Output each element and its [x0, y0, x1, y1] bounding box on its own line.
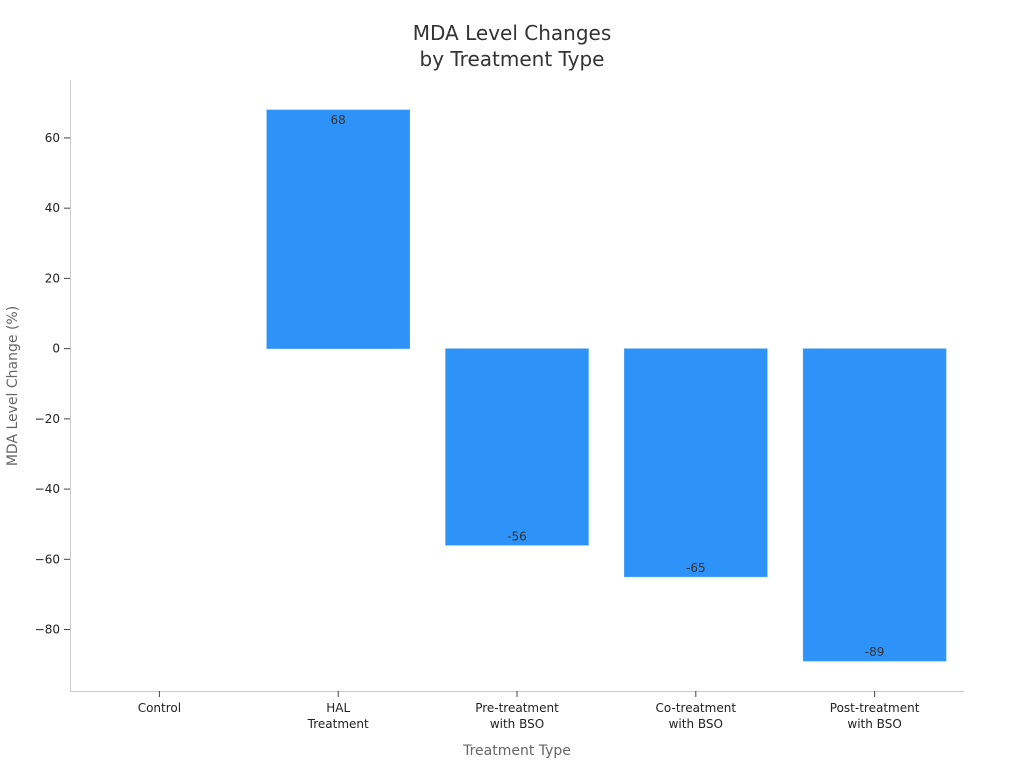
y-axis-label: MDA Level Change (%)	[5, 306, 21, 466]
x-tick-label: with BSO	[847, 717, 901, 731]
x-axis-label: Treatment Type	[462, 743, 571, 759]
y-tick-label: −60	[35, 552, 60, 566]
data-labels-group: 68 -56 -65 -89	[331, 113, 885, 659]
y-tick-label: 20	[45, 271, 60, 285]
bar-2	[445, 348, 589, 546]
y-tick-label: −80	[35, 623, 60, 637]
x-tick-label: HAL	[326, 701, 350, 715]
y-tick-label: 40	[45, 201, 60, 215]
x-tick-label: with BSO	[669, 717, 723, 731]
bar-4	[802, 348, 947, 662]
chart-title-line-1: MDA Level Changes	[413, 21, 612, 45]
y-tick-label: 0	[52, 342, 60, 356]
x-tick-label: Treatment	[307, 717, 369, 731]
bar-1	[266, 109, 410, 349]
x-tick-label: Control	[138, 701, 181, 715]
x-ticks-group: Control HAL Treatment Pre-treatment with BSO…	[138, 691, 920, 731]
bar-3	[624, 348, 768, 578]
y-tick-label: −40	[35, 482, 60, 496]
x-tick-label: with BSO	[490, 717, 544, 731]
x-tick-label: Pre-treatment	[475, 701, 559, 715]
x-tick-label: Post-treatment	[830, 701, 920, 715]
data-label-1: 68	[331, 113, 346, 127]
y-ticks-group: −80 −60 −40 −20 0 20 40 60	[35, 131, 70, 637]
bars-group	[266, 109, 947, 662]
data-label-2: -56	[507, 529, 527, 543]
y-tick-label: 60	[45, 131, 60, 145]
chart-title-line-2: by Treatment Type	[420, 47, 605, 71]
x-tick-label: Co-treatment	[656, 701, 737, 715]
data-label-3: -65	[686, 561, 706, 575]
data-label-4: -89	[865, 645, 885, 659]
y-tick-label: −20	[35, 412, 60, 426]
